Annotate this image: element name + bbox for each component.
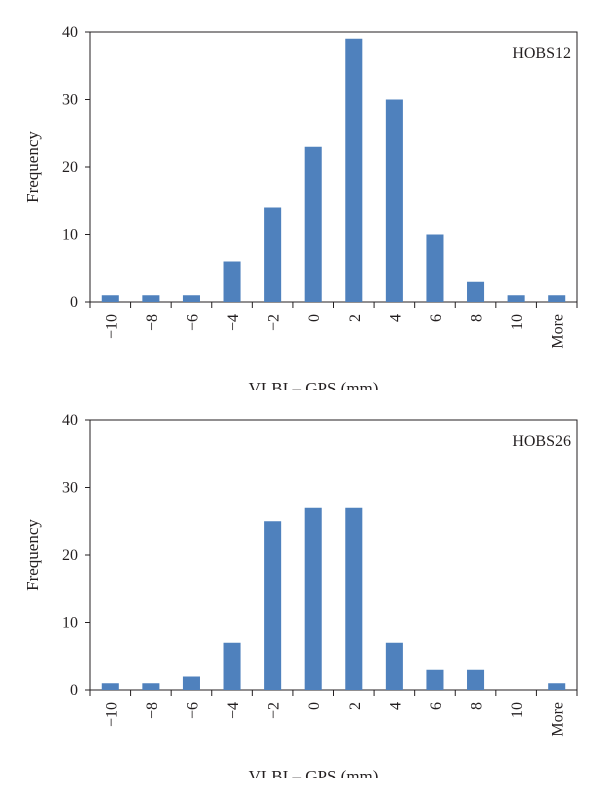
bar xyxy=(223,261,241,302)
bar xyxy=(304,507,322,690)
bar xyxy=(345,38,363,302)
x-axis-label: VLBI – GPS (mm) xyxy=(249,379,379,390)
bar xyxy=(385,642,403,690)
x-tick-label: 8 xyxy=(469,314,486,322)
bar xyxy=(142,683,160,690)
bar xyxy=(182,676,200,690)
y-tick-label: 20 xyxy=(62,159,78,176)
plot-frame xyxy=(89,419,578,691)
x-tick-label: More xyxy=(550,702,567,737)
bar xyxy=(467,669,485,690)
y-tick-label: 20 xyxy=(62,547,78,564)
x-tick-label: −10 xyxy=(103,702,120,727)
bar xyxy=(264,207,282,302)
bar xyxy=(385,99,403,302)
bar xyxy=(264,521,282,690)
chart-svg: 0 10 20 30 40 −10 −8 −6 −4 −2 0 2 4 6 8 10 More HOBS26 VLB… xyxy=(23,412,578,786)
plot-frame xyxy=(89,31,578,303)
bar xyxy=(345,507,363,690)
bar xyxy=(426,669,444,690)
x-tick-label: −2 xyxy=(266,702,283,719)
x-tick-label: −2 xyxy=(266,314,283,331)
histogram-hobs12: 0 10 20 30 40 −10 −8 −6 −4 −2 0 2 4 6 8 10 More HOBS12 VLB… xyxy=(0,10,600,398)
x-tick-label: −4 xyxy=(225,314,242,331)
x-tick-label: 2 xyxy=(347,702,364,710)
x-tick-label: 10 xyxy=(509,702,526,718)
x-tick-label: −10 xyxy=(103,314,120,339)
bar xyxy=(101,295,119,302)
y-tick-label: 40 xyxy=(62,24,78,41)
x-tick-label: 2 xyxy=(347,314,364,322)
y-tick-label: 30 xyxy=(62,92,78,109)
y-tick-label: 10 xyxy=(62,615,78,632)
y-tick-label: 40 xyxy=(62,412,78,429)
y-tick-label: 0 xyxy=(70,294,78,311)
bar xyxy=(142,295,160,302)
x-tick-label: 8 xyxy=(469,702,486,710)
x-tick-label: 4 xyxy=(387,314,404,322)
chart-annotation: HOBS12 xyxy=(512,45,571,62)
bar xyxy=(182,295,200,302)
y-tick-label: 10 xyxy=(62,227,78,244)
x-tick-label: More xyxy=(550,314,567,349)
chart-annotation: HOBS26 xyxy=(512,433,571,450)
bar xyxy=(426,234,444,302)
y-axis-label: Frequency xyxy=(23,131,42,203)
x-tick-label: 6 xyxy=(428,314,445,322)
chart-svg: 0 10 20 30 40 −10 −8 −6 −4 −2 0 2 4 6 8 10 More HOBS12 VLB… xyxy=(23,24,578,398)
bar xyxy=(548,295,566,302)
y-tick-label: 30 xyxy=(62,480,78,497)
x-tick-label: −6 xyxy=(184,314,201,331)
x-tick-label: 6 xyxy=(428,702,445,710)
bar xyxy=(223,642,241,690)
x-tick-label: −8 xyxy=(144,314,161,331)
bar xyxy=(304,146,322,302)
x-tick-label: −8 xyxy=(144,702,161,719)
bar xyxy=(101,683,119,690)
bar xyxy=(507,295,525,302)
x-tick-label: −6 xyxy=(184,702,201,719)
x-tick-label: 10 xyxy=(509,314,526,330)
x-tick-label: 0 xyxy=(306,314,323,322)
bar xyxy=(467,281,485,302)
x-tick-label: 4 xyxy=(387,702,404,710)
x-axis-label: VLBI – GPS (mm) xyxy=(249,767,379,778)
y-tick-label: 0 xyxy=(70,682,78,699)
bar xyxy=(548,683,566,690)
x-tick-label: 0 xyxy=(306,702,323,710)
x-tick-label: −4 xyxy=(225,702,242,719)
histogram-hobs26: 0 10 20 30 40 −10 −8 −6 −4 −2 0 2 4 6 8 10 More HOBS26 VLB… xyxy=(0,398,600,786)
y-axis-label: Frequency xyxy=(23,519,42,591)
